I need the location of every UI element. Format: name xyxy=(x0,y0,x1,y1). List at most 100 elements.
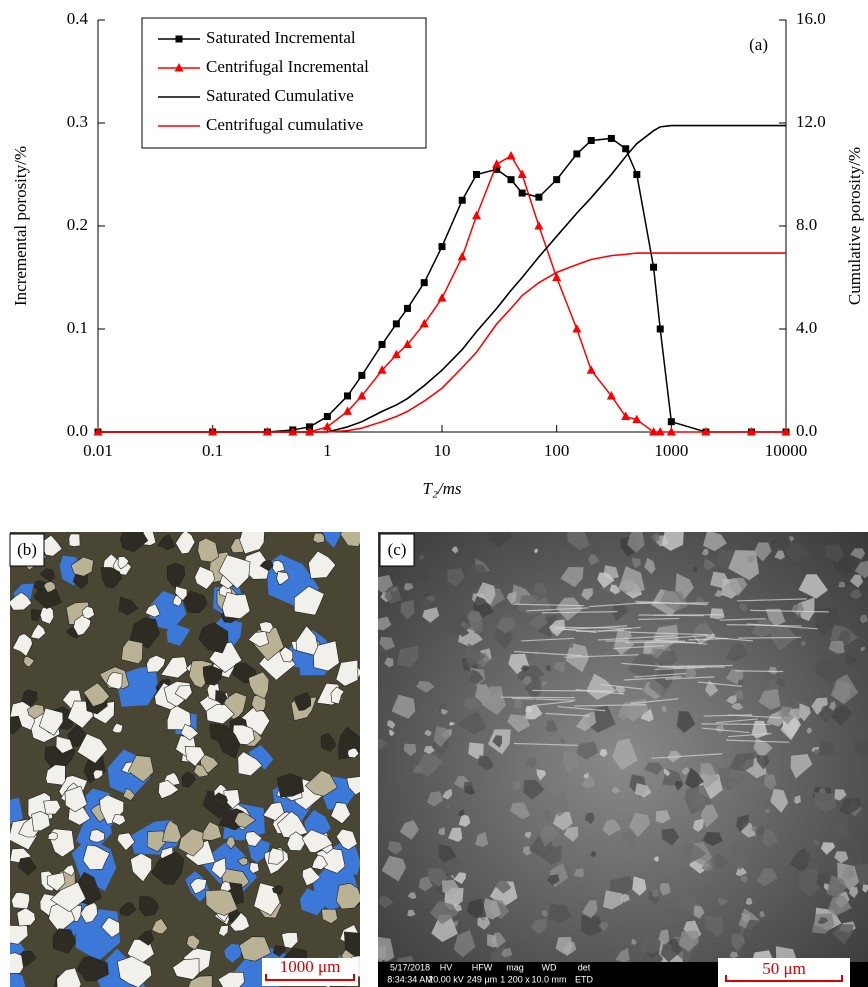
particle xyxy=(590,851,597,858)
particle xyxy=(507,714,531,733)
legend-label: Saturated Incremental xyxy=(206,28,356,47)
pore xyxy=(10,972,26,987)
grain xyxy=(117,556,130,570)
marker xyxy=(667,418,675,426)
particle xyxy=(785,541,810,563)
particle xyxy=(494,878,512,894)
fiber xyxy=(597,635,676,641)
particle xyxy=(576,710,596,732)
grain xyxy=(52,928,76,954)
grain xyxy=(237,857,249,866)
fiber xyxy=(557,705,606,712)
grain xyxy=(308,550,337,579)
grain xyxy=(17,856,37,876)
grain xyxy=(119,532,149,553)
particle xyxy=(520,665,530,672)
fiber xyxy=(555,627,597,634)
particle xyxy=(602,819,622,836)
particle xyxy=(464,643,486,668)
y2-tick-label: 8.0 xyxy=(796,215,817,234)
particle xyxy=(545,665,552,672)
particle xyxy=(789,536,795,542)
grain xyxy=(76,733,108,764)
fiber xyxy=(532,689,612,692)
grain xyxy=(106,671,123,690)
pore xyxy=(166,623,190,646)
fiber xyxy=(501,696,575,699)
info-text: WD xyxy=(542,962,557,972)
marker xyxy=(437,293,447,302)
grain xyxy=(43,799,62,815)
pore xyxy=(299,888,326,916)
grain xyxy=(237,751,263,777)
fiber xyxy=(705,636,753,642)
marker xyxy=(572,324,582,333)
particle xyxy=(404,583,414,591)
marker xyxy=(655,427,665,436)
particle xyxy=(848,887,859,899)
marker xyxy=(535,193,543,201)
particle xyxy=(458,814,471,827)
fiber xyxy=(702,727,750,734)
marker xyxy=(656,325,664,333)
particle xyxy=(681,767,690,776)
particle xyxy=(494,628,514,649)
x-tick-label: 10000 xyxy=(765,441,808,460)
fiber xyxy=(738,636,801,639)
particle xyxy=(400,599,415,620)
particle xyxy=(817,916,828,925)
grain xyxy=(295,625,319,656)
particle xyxy=(615,686,626,695)
particle xyxy=(813,792,837,813)
particle xyxy=(565,642,590,673)
fiber xyxy=(634,672,687,678)
grain xyxy=(343,931,360,961)
particle xyxy=(378,575,393,594)
grain xyxy=(304,769,338,797)
grain xyxy=(16,907,36,927)
particle xyxy=(737,679,744,686)
fiber xyxy=(654,666,705,671)
particle xyxy=(555,937,573,957)
grain xyxy=(10,591,33,611)
grain xyxy=(73,614,92,636)
particle xyxy=(463,698,482,711)
particle xyxy=(475,831,489,848)
info-text: 1 200 x xyxy=(500,974,530,984)
particle xyxy=(423,745,435,755)
particle xyxy=(845,654,858,667)
grain xyxy=(50,881,87,913)
particle xyxy=(731,703,744,711)
particle xyxy=(496,617,516,634)
particle xyxy=(728,577,748,597)
particle xyxy=(703,532,727,552)
grain xyxy=(43,581,57,593)
particle xyxy=(553,661,566,674)
info-text: 249 μm xyxy=(467,974,497,984)
grain xyxy=(88,829,105,843)
y-axis-label: Incremental porosity/% xyxy=(11,146,30,306)
particle xyxy=(416,754,443,778)
particle xyxy=(652,889,659,898)
particle xyxy=(563,751,579,773)
particle xyxy=(829,701,836,711)
y2-tick-label: 4.0 xyxy=(796,318,817,337)
fiber xyxy=(512,603,585,607)
marker xyxy=(649,427,659,436)
particle xyxy=(525,705,533,713)
x-tick-label: 100 xyxy=(544,441,570,460)
grain xyxy=(218,924,229,937)
particle xyxy=(581,588,593,601)
grain xyxy=(205,704,235,725)
grain xyxy=(31,810,51,832)
particle xyxy=(685,767,704,790)
chart-a: 0.0 0.1 0.2 0.3 0.4 0.0 4.0 8.0 12.0 16.0 0.01 0.1 1… xyxy=(11,9,864,498)
particle xyxy=(632,557,641,569)
marker xyxy=(666,427,676,436)
grain xyxy=(215,690,228,706)
particle xyxy=(710,571,730,588)
marker xyxy=(438,243,446,251)
grain xyxy=(146,830,168,853)
particle xyxy=(830,674,859,705)
particle xyxy=(794,613,802,622)
